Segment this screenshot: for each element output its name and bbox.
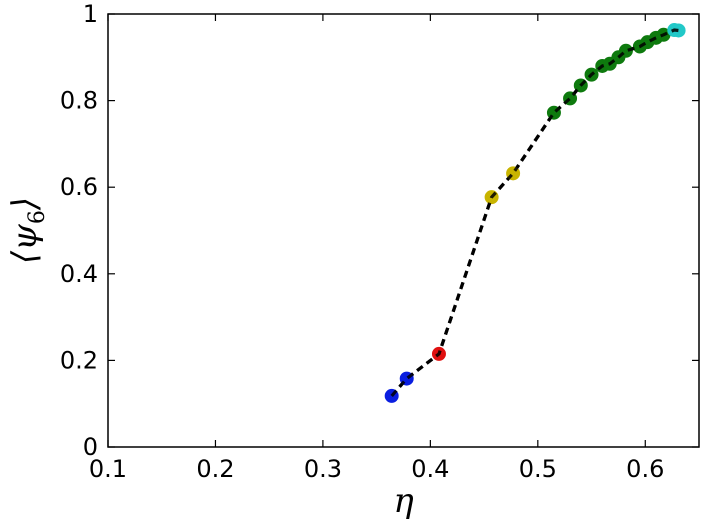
data-markers <box>384 23 686 403</box>
plot-frame <box>107 13 700 448</box>
y-axis-label-symbol: ψ <box>5 224 45 251</box>
x-tick-label: 0.1 <box>89 455 127 483</box>
x-axis-label: η <box>393 481 414 520</box>
x-tick-label: 0.6 <box>626 455 664 483</box>
x-axis-ticks: 0.1 0.2 0.3 0.4 0.5 0.6 <box>89 14 664 483</box>
y-axis-label-subscript: 6 <box>25 210 50 224</box>
x-tick-label: 0.3 <box>304 455 342 483</box>
x-tick-label: 0.2 <box>196 455 234 483</box>
connector-line <box>390 28 679 397</box>
y-tick-label: 0.4 <box>60 260 98 288</box>
y-tick-label: 0 <box>83 433 98 461</box>
x-tick-label: 0.5 <box>519 455 557 483</box>
plot-area <box>107 13 700 448</box>
y-tick-label: 0.2 <box>60 346 98 374</box>
connector-line-overlay <box>390 28 679 397</box>
y-axis-label-right-bracket: ⟩ <box>5 197 45 211</box>
connector-line-group <box>390 28 679 397</box>
y-axis-label: ⟨ψ6⟩ <box>5 197 50 264</box>
y-tick-label: 1 <box>83 0 98 28</box>
x-tick-label: 0.4 <box>411 455 449 483</box>
y-tick-label: 0.6 <box>60 173 98 201</box>
y-axis-ticks: 0 0.2 0.4 0.6 0.8 1 <box>60 0 699 461</box>
y-axis-label-left-bracket: ⟨ <box>5 250 45 264</box>
y-tick-label: 0.8 <box>60 87 98 115</box>
